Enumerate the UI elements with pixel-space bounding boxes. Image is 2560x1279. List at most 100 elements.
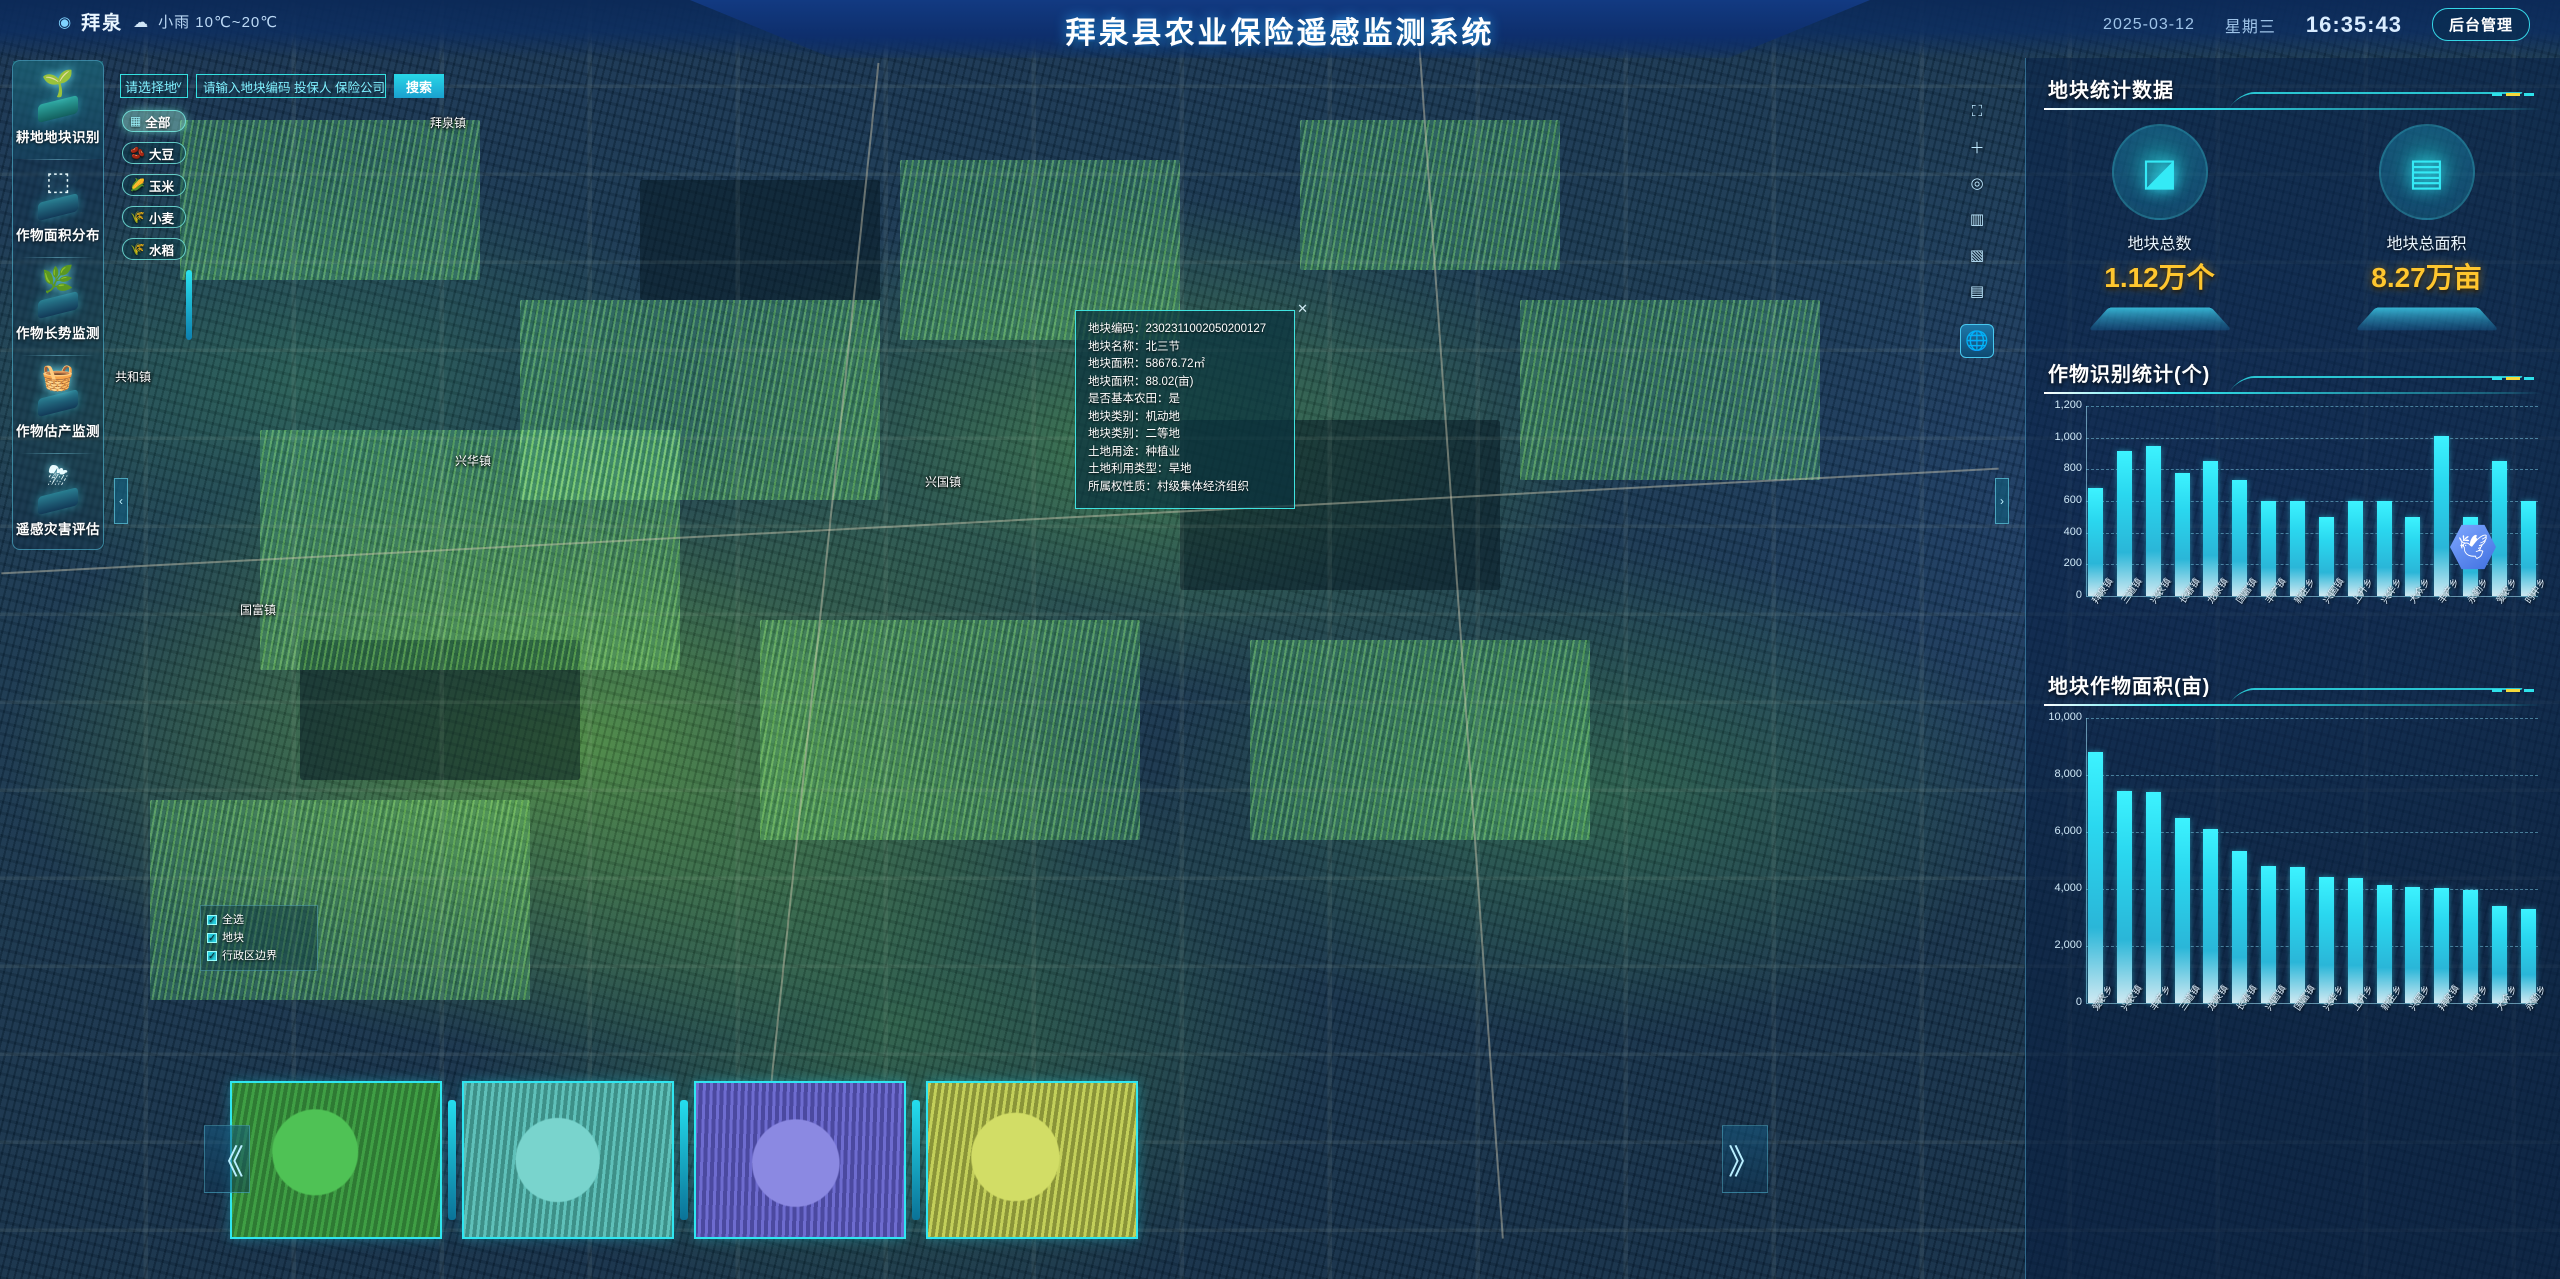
bar-上升乡[interactable] — [2347, 501, 2363, 596]
layer-label: 行政区边界 — [222, 950, 277, 962]
sidebar-item-farmland-parcel-recognition[interactable]: 🌱 耕地地块识别 — [13, 61, 103, 159]
bar-上升乡[interactable] — [2347, 878, 2363, 1003]
panel-ticks — [2492, 377, 2534, 380]
sidebar-item-disaster-assessment[interactable]: ⛈ 遥感灾害评估 — [13, 453, 103, 551]
grid-line — [2086, 469, 2538, 471]
bar-大众乡[interactable] — [2405, 516, 2421, 596]
layer-toggle-admin-boundary[interactable]: 行政区边界 — [207, 947, 311, 966]
chart2-xlabels: 爱农乡 兴农镇 丰产乡 三道镇 龙泉镇 长春镇 兴国镇 国富镇 兴华乡 上升乡 新生乡 兴国乡 拜泉镇时… — [2088, 983, 2548, 1065]
bar-丰产镇[interactable] — [2261, 501, 2277, 596]
parcel-row-basic-farm: 是否基本农田：是 — [1088, 393, 1180, 405]
search-button[interactable]: 搜索 — [394, 74, 445, 98]
y-axis-tick-label: 800 — [2063, 462, 2082, 475]
filmstrip-prev-button[interactable]: 《 — [204, 1125, 250, 1193]
search-input[interactable]: 请输入地块编码 投保人 保险公司 — [196, 74, 386, 98]
crop-filter-all[interactable]: ▦ 全部 — [122, 110, 186, 132]
crop-filter-corn[interactable]: 🌽 玉米 — [122, 174, 186, 196]
zoom-in-icon[interactable]: ＋ — [1969, 139, 1985, 157]
image-layer-icon[interactable]: ▧ — [1969, 247, 1985, 264]
bar-新生乡[interactable] — [2290, 501, 2306, 596]
list-item[interactable] — [694, 1081, 906, 1239]
bar-拜泉镇[interactable] — [2088, 488, 2103, 596]
bar-三道镇[interactable] — [2174, 817, 2190, 1003]
stat-card-total-area: ▤ 地块总面积 8.27万亩 — [2327, 124, 2527, 332]
fullscreen-icon[interactable]: ⛶ — [1971, 102, 1983, 120]
sidebar-item-crop-yield-monitoring[interactable]: 🧺 作物估产监测 — [13, 355, 103, 453]
collapse-right-button[interactable]: › — [1995, 478, 2009, 524]
bar-爱农乡[interactable] — [2088, 752, 2103, 1003]
map-place-label: 兴华镇 — [455, 454, 492, 468]
bar-兴国镇[interactable] — [2261, 866, 2277, 1003]
grid-line — [2086, 406, 2538, 407]
bar-大众乡[interactable] — [2492, 906, 2508, 1003]
checkbox-icon[interactable] — [207, 930, 217, 948]
crop-filter-rice[interactable]: 🌾 水稻 — [122, 238, 186, 260]
bar-三道镇[interactable] — [2116, 451, 2132, 596]
thumb-ndvi-green — [232, 1083, 440, 1237]
filmstrip-next-button[interactable]: 》 — [1722, 1125, 1768, 1193]
close-icon[interactable]: ✕ — [1297, 301, 1308, 316]
header-city: 拜泉 — [81, 13, 124, 34]
collapse-left-button[interactable]: ‹ — [114, 478, 128, 524]
bar-兴农镇[interactable] — [2145, 445, 2161, 596]
bar-长春镇[interactable] — [2232, 850, 2248, 1003]
region-select[interactable]: 请选择地 ˅ — [120, 74, 188, 98]
locate-icon[interactable]: ◎ — [1970, 175, 1984, 192]
grid-all-icon: ▦ — [130, 114, 142, 128]
bar-长春镇[interactable] — [2174, 472, 2190, 596]
grid-line — [2086, 946, 2538, 947]
wheat-icon: 🌾 — [130, 210, 145, 224]
bar-series — [2088, 718, 2536, 1003]
bar-丰产乡[interactable] — [2145, 792, 2161, 1003]
bar-国富镇[interactable] — [2290, 866, 2306, 1003]
bar-国富镇[interactable] — [2232, 480, 2248, 596]
checkbox-icon[interactable] — [207, 912, 217, 930]
chart1-xlabels: 拜泉镇 三道镇 兴农镇 长春镇 龙泉镇 国富镇 丰产镇 新生乡 兴国镇 上升乡 兴华乡 大众乡 丰产乡永… — [2088, 576, 2548, 658]
grid-line — [2086, 437, 2538, 439]
checkbox-icon[interactable] — [207, 948, 217, 966]
layer-toggle-select-all[interactable]: 全选 — [207, 911, 311, 930]
divider — [448, 1100, 456, 1220]
crop-filter-label: 全部 — [145, 115, 171, 130]
stat-label: 地块总面积 — [2386, 236, 2467, 253]
soybean-icon: 🫘 — [130, 146, 145, 160]
admin-console-button[interactable]: 后台管理 — [2431, 8, 2530, 41]
stat-card-total-parcels: ◪ 地块总数 1.12万个 — [2060, 124, 2260, 332]
header-weekday: 星期三 — [2224, 18, 2276, 36]
sidebar-item-crop-area-distribution[interactable]: ⬚ 作物面积分布 — [13, 159, 103, 257]
parcel-crop-area-chart[interactable]: 0 2,000 4,000 6,000 8,000 10,000 爱农乡 兴农镇 丰产乡 三道镇… — [2044, 711, 2548, 1013]
cloud-rain-icon: ☁ — [133, 13, 149, 31]
bar-兴农镇[interactable] — [2116, 790, 2132, 1003]
crop-filter-wheat[interactable]: 🌾 小麦 — [122, 206, 186, 228]
layer-toggle-parcels[interactable]: 地块 — [207, 929, 311, 948]
crop-filter-list: ▦ 全部 🫘 大豆 🌽 玉米 🌾 小麦 🌾 水稻 — [122, 110, 186, 260]
filmstrip — [230, 1075, 1790, 1245]
bar-时中乡[interactable] — [2520, 501, 2536, 596]
globe-icon[interactable]: 🌐 — [1960, 324, 1994, 358]
list-item[interactable] — [230, 1081, 442, 1239]
bar-丰产乡[interactable] — [2434, 436, 2450, 596]
bar-兴国镇[interactable] — [2318, 516, 2334, 596]
bar-拜泉镇[interactable] — [2434, 888, 2450, 1003]
y-axis-tick-label: 200 — [2063, 557, 2082, 570]
bar-龙泉镇[interactable] — [2203, 460, 2219, 596]
bar-时中乡[interactable] — [2463, 890, 2479, 1003]
bar-龙泉镇[interactable] — [2203, 829, 2219, 1003]
measure-icon[interactable]: ▤ — [1969, 283, 1985, 300]
bar-兴国乡[interactable] — [2405, 887, 2421, 1003]
bar-永勤乡[interactable] — [2520, 909, 2536, 1003]
bar-兴华乡[interactable] — [2318, 876, 2334, 1003]
chart1-plot: 0 200 400 600 800 1,000 1,200 — [2044, 399, 2542, 601]
list-item[interactable] — [462, 1081, 674, 1239]
bar-爱农乡[interactable] — [2492, 460, 2508, 596]
crop-recognition-chart[interactable]: 0 200 400 600 800 1,000 1,200 拜泉镇 三道镇 兴农镇 长春镇 龙泉镇国… — [2044, 399, 2548, 606]
list-item[interactable] — [926, 1081, 1138, 1239]
crop-filter-soybean[interactable]: 🫘 大豆 — [122, 142, 186, 164]
sidebar-item-crop-growth-monitoring[interactable]: 🌿 作物长势监测 — [13, 257, 103, 355]
panel-swoosh — [2229, 688, 2523, 704]
chart-layer-icon[interactable]: ▥ — [1969, 211, 1985, 228]
divider — [680, 1100, 688, 1220]
panel-ticks — [2492, 93, 2534, 96]
bar-新生乡[interactable] — [2376, 885, 2392, 1003]
bar-兴华乡[interactable] — [2376, 501, 2392, 596]
